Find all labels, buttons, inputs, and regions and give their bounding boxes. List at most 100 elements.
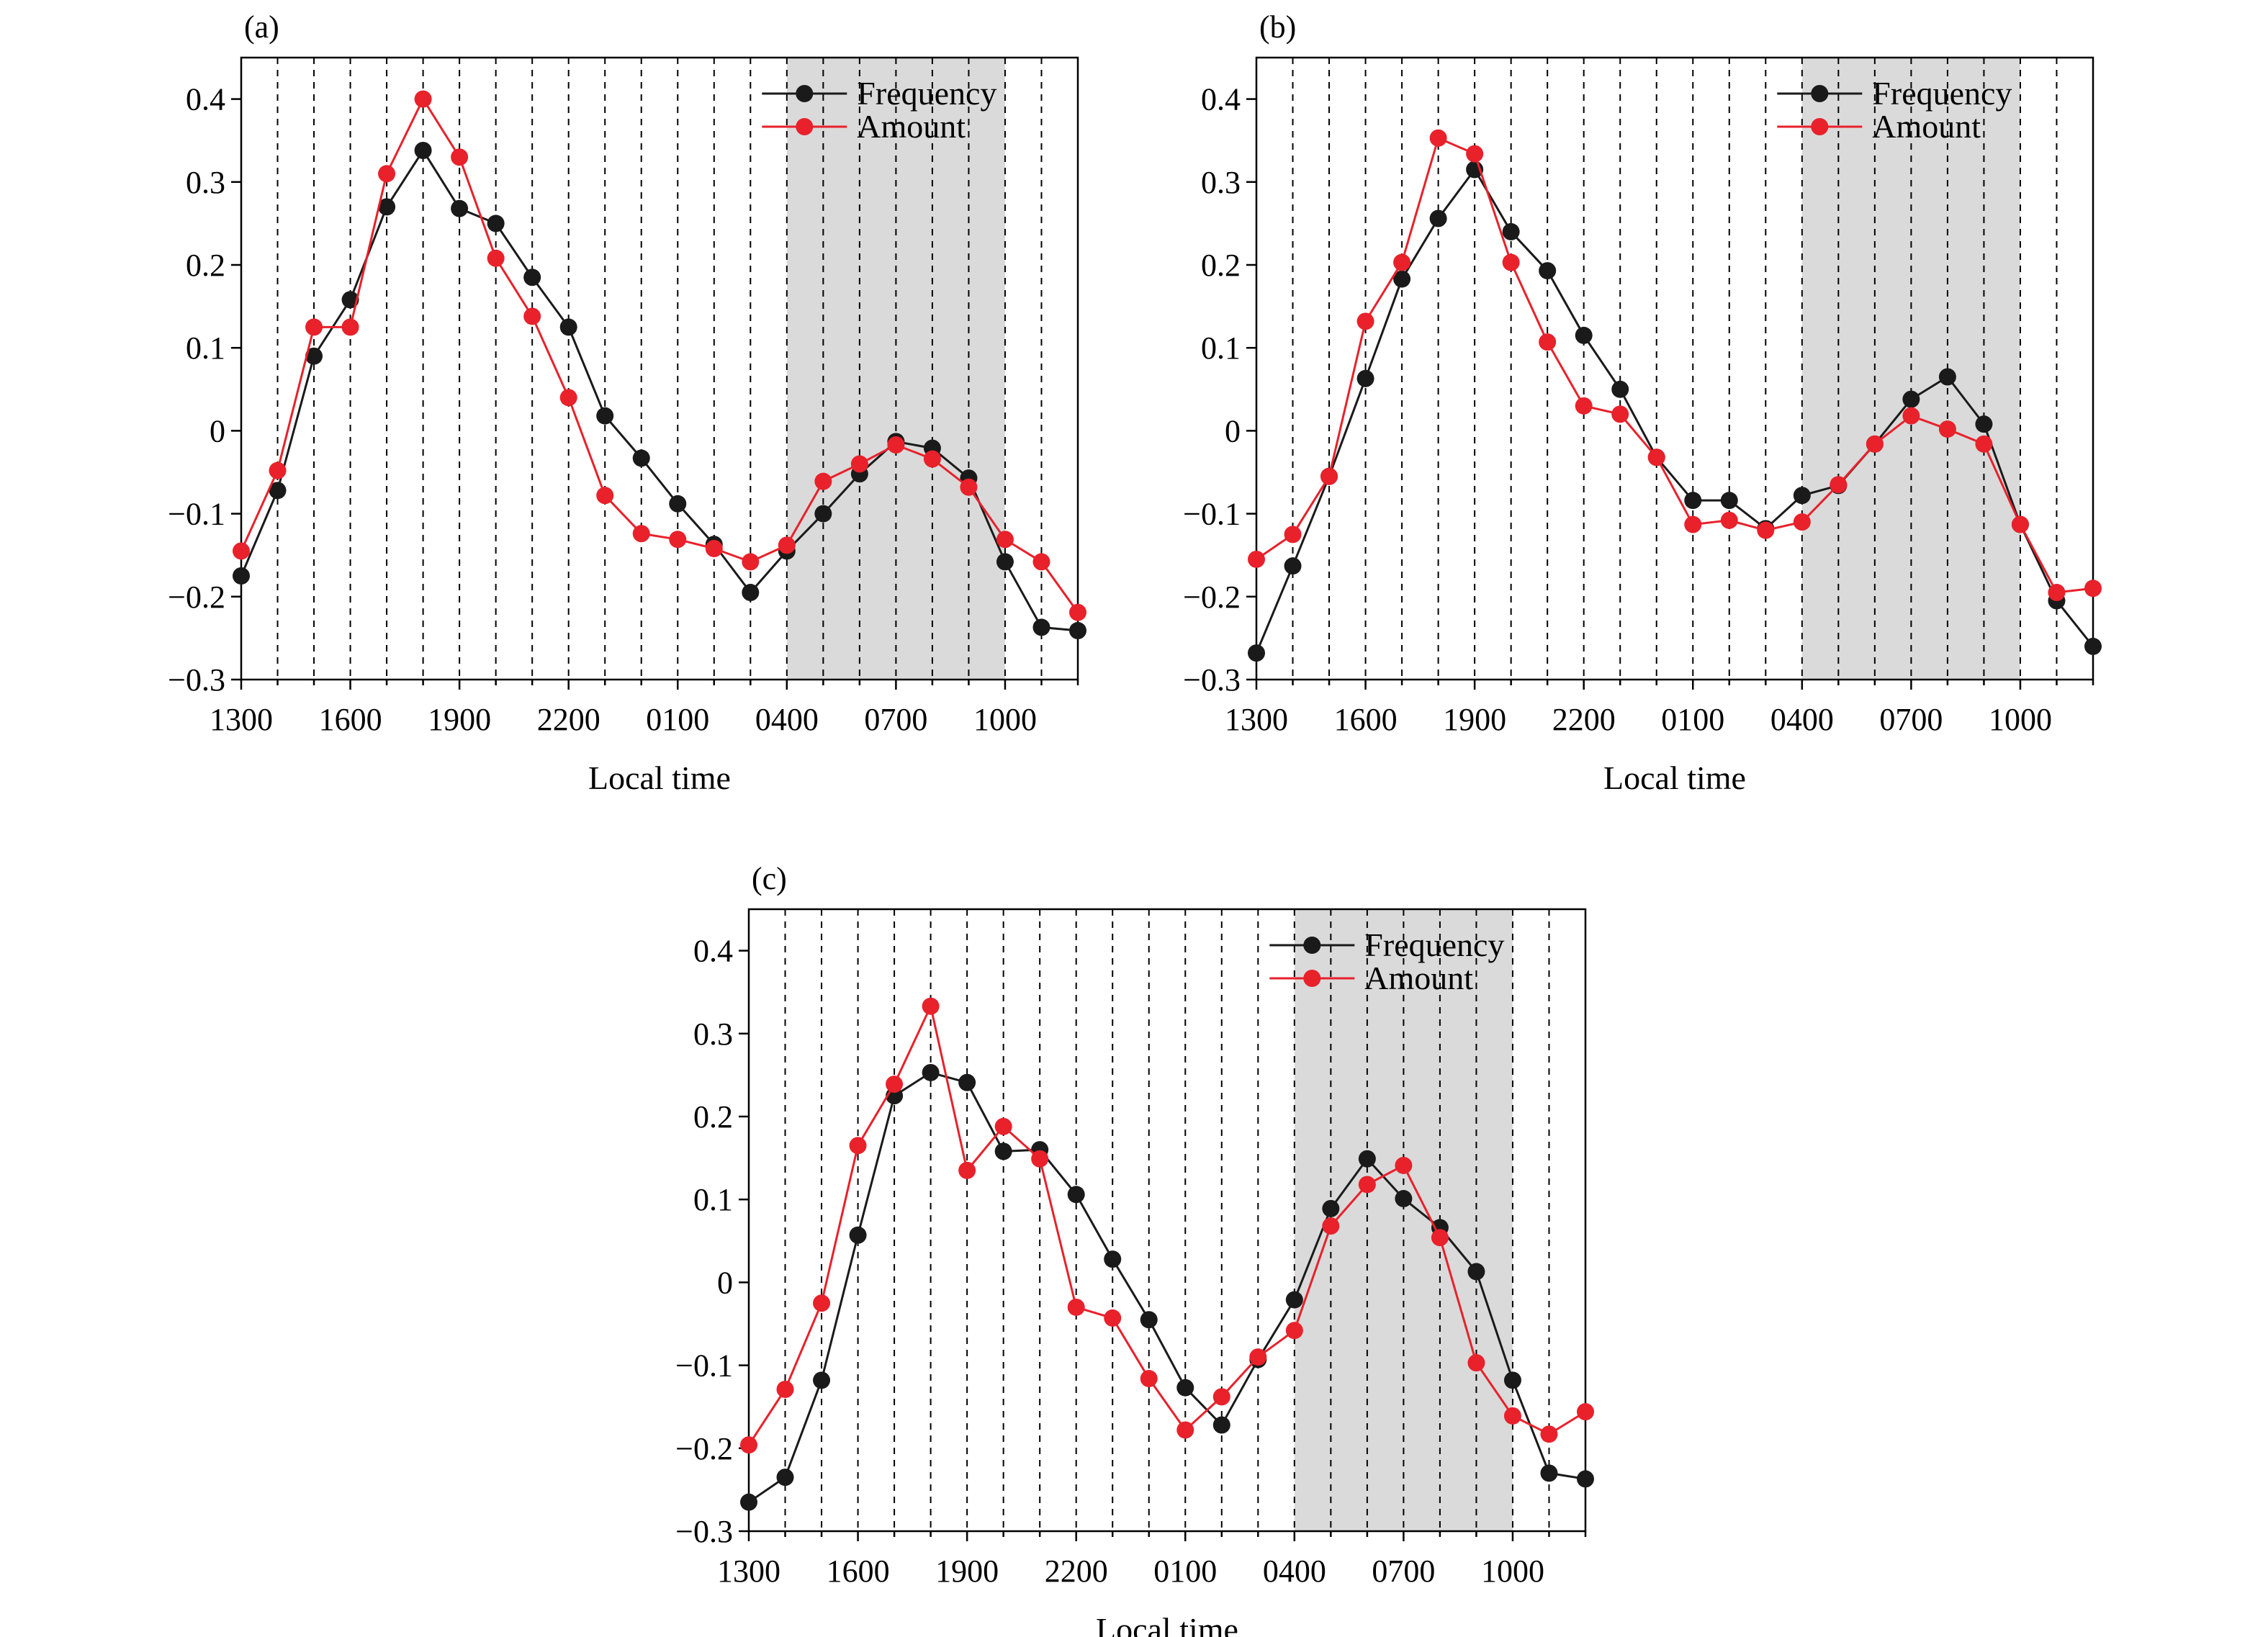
data-point-amount [778,536,796,554]
data-point-amount [1358,1176,1376,1194]
y-tick-label: 0.2 [693,1099,733,1135]
data-point-amount [523,307,541,325]
y-tick-label: −0.2 [1183,580,1241,615]
data-point-amount [487,249,505,267]
data-point-amount [1577,1403,1594,1421]
panel-label: (a) [244,9,279,45]
data-point-amount [1503,1407,1521,1425]
data-point-amount [1069,603,1086,621]
data-point-frequency [776,1469,794,1487]
x-tick-label: 1300 [717,1553,780,1589]
data-point-frequency [922,1063,940,1081]
y-tick-label: −0.1 [675,1348,733,1384]
y-tick-label: −0.3 [675,1514,733,1549]
y-tick-label: 0.1 [1201,330,1241,366]
data-point-frequency [1104,1250,1122,1268]
legend-label-amount: Amount [1364,960,1473,996]
x-tick-label: 0100 [1153,1553,1217,1589]
y-tick-label: 0.3 [186,165,225,200]
data-point-frequency [1358,1150,1376,1168]
data-point-amount [1322,1217,1340,1235]
data-point-amount [742,553,760,571]
data-point-frequency [414,142,432,160]
data-point-amount [996,531,1014,549]
data-point-frequency [849,1226,867,1244]
data-point-amount [850,455,868,473]
data-point-frequency [1067,1186,1085,1204]
data-point-frequency [1248,644,1265,662]
data-point-frequency [1539,262,1557,280]
data-point-amount [559,389,577,407]
data-point-amount [1176,1421,1194,1439]
data-point-amount [922,997,940,1015]
data-point-amount [2011,515,2029,533]
data-point-amount [305,318,323,336]
data-point-frequency [740,1493,757,1511]
y-tick-label: 0.1 [693,1182,733,1217]
data-point-amount [958,1161,976,1179]
y-tick-label: 0.3 [693,1016,733,1052]
panel-b: 0.4 0.3 0.2 0.1 0 −0.1 −0.2 −0.3 1300 1600 1900 220… [1183,9,2102,796]
data-point-frequency [1032,618,1050,636]
data-point-frequency [1284,557,1302,575]
data-point-frequency [1503,1371,1521,1389]
data-point-amount [960,478,978,496]
legend-label-frequency: Frequency [1364,926,1504,963]
y-tick-label: 0 [1225,413,1241,448]
data-point-amount [1757,521,1775,539]
x-tick-label: 1900 [428,702,491,737]
data-point-amount [740,1436,757,1454]
data-point-frequency [487,215,505,233]
data-point-amount [414,90,432,108]
x-axis-label: Local time [1096,1611,1238,1637]
data-point-frequency [269,482,287,500]
data-point-amount [2084,580,2102,597]
data-point-frequency [669,495,687,513]
data-point-amount [1431,1229,1449,1247]
data-point-amount [1393,253,1411,271]
panel-label: (c) [752,861,787,896]
y-tick-label: 0 [210,413,225,448]
data-point-amount [1830,476,1848,494]
data-point-amount [849,1137,867,1155]
data-point-frequency [341,291,359,309]
x-tick-label: 1000 [1989,702,2052,737]
x-tick-label: 1600 [1334,702,1398,737]
legend-marker [1811,85,1829,102]
data-point-amount [994,1117,1012,1135]
y-tick-label: 0.4 [1201,82,1241,117]
data-point-amount [887,436,905,454]
y-tick-label: 0.2 [186,248,225,283]
data-point-amount [1539,333,1557,351]
data-point-amount [2048,584,2066,602]
y-tick-label: −0.2 [168,580,225,615]
x-tick-label: 0700 [1879,702,1943,737]
series-line-amount [747,1003,1586,1446]
data-point-amount [233,542,250,560]
x-tick-label: 0400 [1770,702,1834,737]
data-point-frequency [994,1142,1012,1160]
data-point-amount [1647,448,1665,466]
x-tick-label: 2200 [537,702,600,737]
data-point-frequency [1176,1379,1194,1397]
data-point-frequency [1356,369,1374,387]
data-point-amount [705,539,723,557]
data-point-amount [451,148,469,166]
data-point-amount [1975,435,1993,453]
data-point-frequency [813,1371,831,1389]
data-point-amount [1104,1309,1122,1327]
x-tick-label: 1300 [1225,702,1288,737]
data-point-amount [669,531,687,549]
data-point-amount [1684,515,1702,533]
data-point-amount [1793,513,1811,531]
data-point-amount [1032,553,1050,571]
panel-label: (b) [1259,9,1296,45]
data-point-frequency [1395,1190,1413,1208]
data-point-frequency [1975,415,1993,433]
data-point-frequency [1577,1470,1594,1488]
data-point-frequency [1720,492,1738,510]
data-point-frequency [1212,1416,1230,1434]
data-point-amount [1356,312,1374,330]
data-point-amount [1249,1348,1267,1366]
data-point-amount [813,1294,831,1312]
